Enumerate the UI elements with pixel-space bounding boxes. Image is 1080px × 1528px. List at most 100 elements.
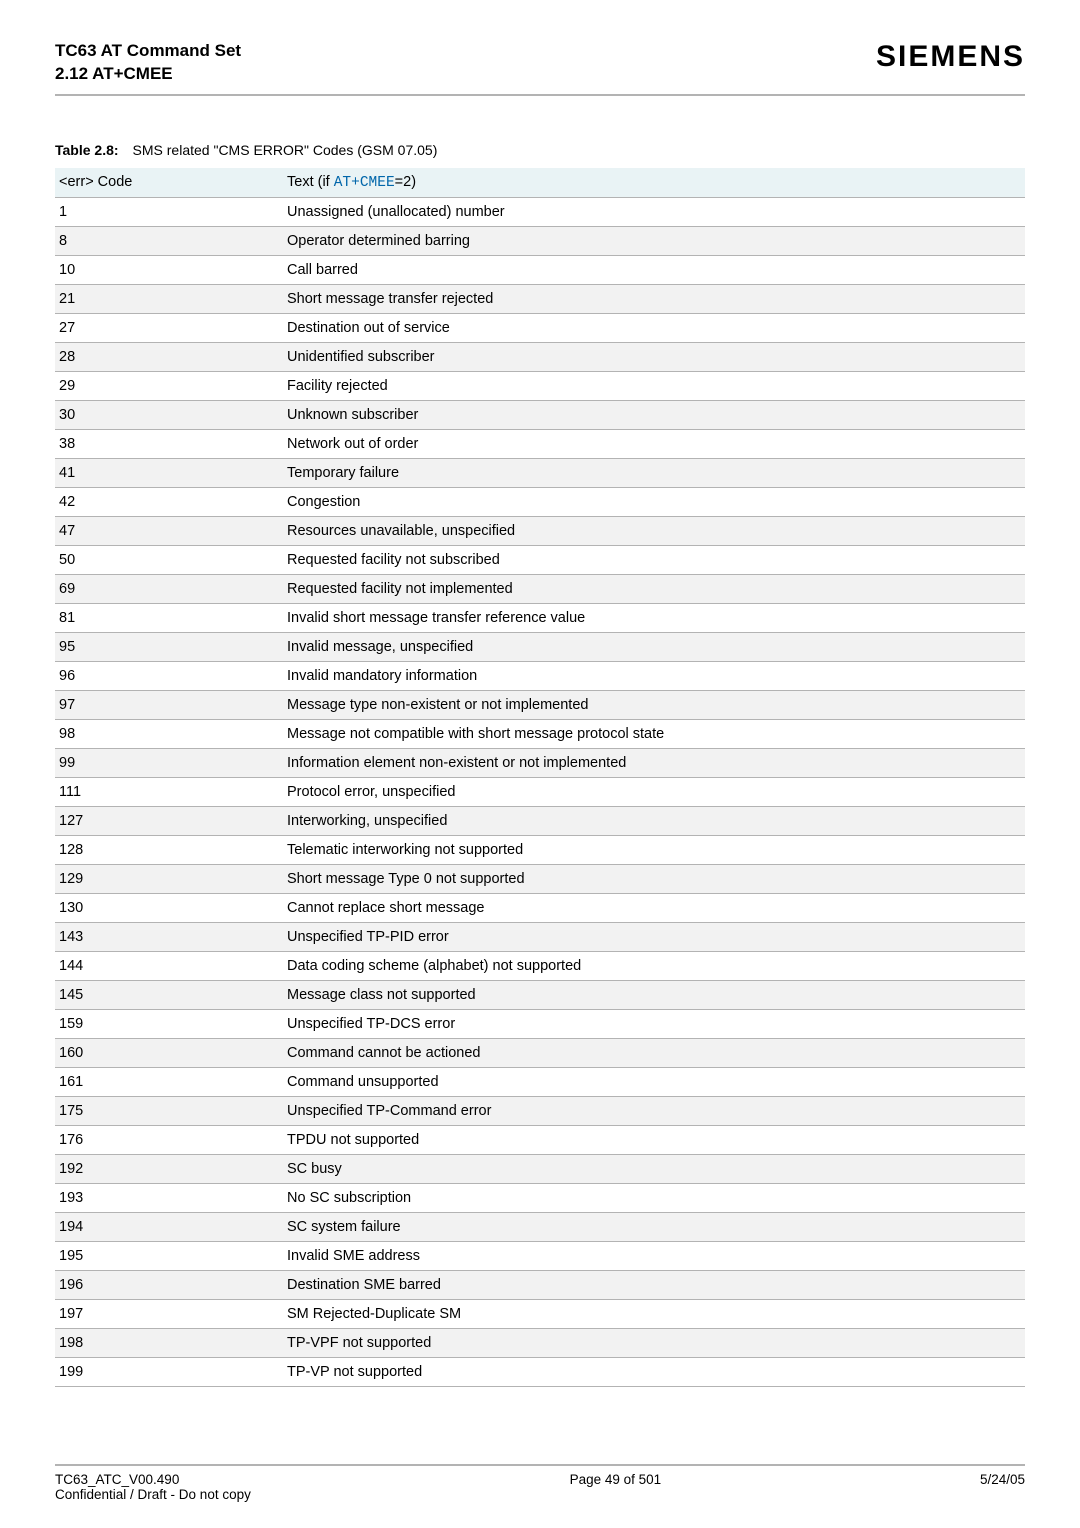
- error-code-cell: 160: [55, 1038, 283, 1067]
- table-body: 1Unassigned (unallocated) number8Operato…: [55, 197, 1025, 1386]
- table-row: 194SC system failure: [55, 1212, 1025, 1241]
- table-row: 50Requested facility not subscribed: [55, 545, 1025, 574]
- error-code-cell: 143: [55, 922, 283, 951]
- error-code-cell: 128: [55, 835, 283, 864]
- table-row: 27Destination out of service: [55, 313, 1025, 342]
- error-text-cell: Unspecified TP-PID error: [283, 922, 1025, 951]
- table-row: 199TP-VP not supported: [55, 1357, 1025, 1386]
- error-code-cell: 193: [55, 1183, 283, 1212]
- error-text-cell: Message not compatible with short messag…: [283, 719, 1025, 748]
- table-row: 81Invalid short message transfer referen…: [55, 603, 1025, 632]
- table-row: 175Unspecified TP-Command error: [55, 1096, 1025, 1125]
- table-row: 196Destination SME barred: [55, 1270, 1025, 1299]
- table-caption-text: SMS related "CMS ERROR" Codes (GSM 07.05…: [133, 142, 438, 158]
- error-text-cell: TP-VP not supported: [283, 1357, 1025, 1386]
- error-code-cell: 194: [55, 1212, 283, 1241]
- error-text-cell: Command cannot be actioned: [283, 1038, 1025, 1067]
- table-row: 47Resources unavailable, unspecified: [55, 516, 1025, 545]
- page-footer: TC63_ATC_V00.490 Confidential / Draft - …: [55, 1464, 1025, 1502]
- table-row: 198TP-VPF not supported: [55, 1328, 1025, 1357]
- table-caption: Table 2.8:SMS related "CMS ERROR" Codes …: [55, 142, 1025, 158]
- error-code-cell: 96: [55, 661, 283, 690]
- error-text-cell: SM Rejected-Duplicate SM: [283, 1299, 1025, 1328]
- error-text-cell: Message class not supported: [283, 980, 1025, 1009]
- error-text-cell: SC system failure: [283, 1212, 1025, 1241]
- error-text-cell: Short message Type 0 not supported: [283, 864, 1025, 893]
- header-title-line2: 2.12 AT+CMEE: [55, 63, 241, 86]
- table-row: 99Information element non-existent or no…: [55, 748, 1025, 777]
- error-code-cell: 159: [55, 1009, 283, 1038]
- error-code-cell: 10: [55, 255, 283, 284]
- footer-date: 5/24/05: [980, 1472, 1025, 1502]
- table-row: 130Cannot replace short message: [55, 893, 1025, 922]
- brand-logo: SIEMENS: [876, 40, 1025, 74]
- error-text-cell: No SC subscription: [283, 1183, 1025, 1212]
- table-row: 10Call barred: [55, 255, 1025, 284]
- error-text-cell: Protocol error, unspecified: [283, 777, 1025, 806]
- error-code-cell: 69: [55, 574, 283, 603]
- error-code-cell: 127: [55, 806, 283, 835]
- footer-left: TC63_ATC_V00.490 Confidential / Draft - …: [55, 1472, 251, 1502]
- error-text-cell: Unassigned (unallocated) number: [283, 197, 1025, 226]
- error-text-cell: Invalid message, unspecified: [283, 632, 1025, 661]
- table-row: 42Congestion: [55, 487, 1025, 516]
- error-code-cell: 197: [55, 1299, 283, 1328]
- error-code-cell: 161: [55, 1067, 283, 1096]
- table-row: 41Temporary failure: [55, 458, 1025, 487]
- error-text-cell: Invalid SME address: [283, 1241, 1025, 1270]
- error-text-cell: Invalid mandatory information: [283, 661, 1025, 690]
- error-text-cell: Telematic interworking not supported: [283, 835, 1025, 864]
- error-code-cell: 111: [55, 777, 283, 806]
- error-code-cell: 28: [55, 342, 283, 371]
- error-code-cell: 195: [55, 1241, 283, 1270]
- error-text-cell: Destination SME barred: [283, 1270, 1025, 1299]
- footer-confidential: Confidential / Draft - Do not copy: [55, 1487, 251, 1502]
- table-header-text-suffix: =2): [395, 174, 416, 190]
- error-text-cell: Unspecified TP-Command error: [283, 1096, 1025, 1125]
- error-text-cell: Interworking, unspecified: [283, 806, 1025, 835]
- error-text-cell: Unidentified subscriber: [283, 342, 1025, 371]
- table-row: 29Facility rejected: [55, 371, 1025, 400]
- error-code-cell: 129: [55, 864, 283, 893]
- table-row: 96Invalid mandatory information: [55, 661, 1025, 690]
- table-header-code: <err> Code: [55, 168, 283, 198]
- error-code-cell: 198: [55, 1328, 283, 1357]
- table-row: 127Interworking, unspecified: [55, 806, 1025, 835]
- table-row: 161Command unsupported: [55, 1067, 1025, 1096]
- error-text-cell: Information element non-existent or not …: [283, 748, 1025, 777]
- error-text-cell: Temporary failure: [283, 458, 1025, 487]
- error-code-cell: 144: [55, 951, 283, 980]
- table-header-row: <err> Code Text (if AT+CMEE=2): [55, 168, 1025, 198]
- atcmee-link[interactable]: AT+CMEE: [334, 175, 395, 191]
- table-row: 98Message not compatible with short mess…: [55, 719, 1025, 748]
- error-text-cell: Requested facility not implemented: [283, 574, 1025, 603]
- error-code-cell: 21: [55, 284, 283, 313]
- error-code-cell: 98: [55, 719, 283, 748]
- error-text-cell: Resources unavailable, unspecified: [283, 516, 1025, 545]
- table-row: 28Unidentified subscriber: [55, 342, 1025, 371]
- table-row: 1Unassigned (unallocated) number: [55, 197, 1025, 226]
- error-code-cell: 99: [55, 748, 283, 777]
- error-code-cell: 29: [55, 371, 283, 400]
- table-header-text: Text (if AT+CMEE=2): [283, 168, 1025, 198]
- error-code-cell: 41: [55, 458, 283, 487]
- table-row: 128Telematic interworking not supported: [55, 835, 1025, 864]
- error-code-cell: 192: [55, 1154, 283, 1183]
- error-text-cell: Cannot replace short message: [283, 893, 1025, 922]
- error-text-cell: TP-VPF not supported: [283, 1328, 1025, 1357]
- header-divider: [55, 94, 1025, 96]
- error-code-cell: 47: [55, 516, 283, 545]
- error-text-cell: Short message transfer rejected: [283, 284, 1025, 313]
- table-row: 193No SC subscription: [55, 1183, 1025, 1212]
- error-text-cell: Operator determined barring: [283, 226, 1025, 255]
- error-code-cell: 130: [55, 893, 283, 922]
- error-text-cell: Facility rejected: [283, 371, 1025, 400]
- error-code-cell: 81: [55, 603, 283, 632]
- error-text-cell: Call barred: [283, 255, 1025, 284]
- error-code-cell: 176: [55, 1125, 283, 1154]
- error-text-cell: Command unsupported: [283, 1067, 1025, 1096]
- error-code-cell: 8: [55, 226, 283, 255]
- error-codes-table: <err> Code Text (if AT+CMEE=2) 1Unassign…: [55, 168, 1025, 1387]
- error-code-cell: 50: [55, 545, 283, 574]
- error-text-cell: SC busy: [283, 1154, 1025, 1183]
